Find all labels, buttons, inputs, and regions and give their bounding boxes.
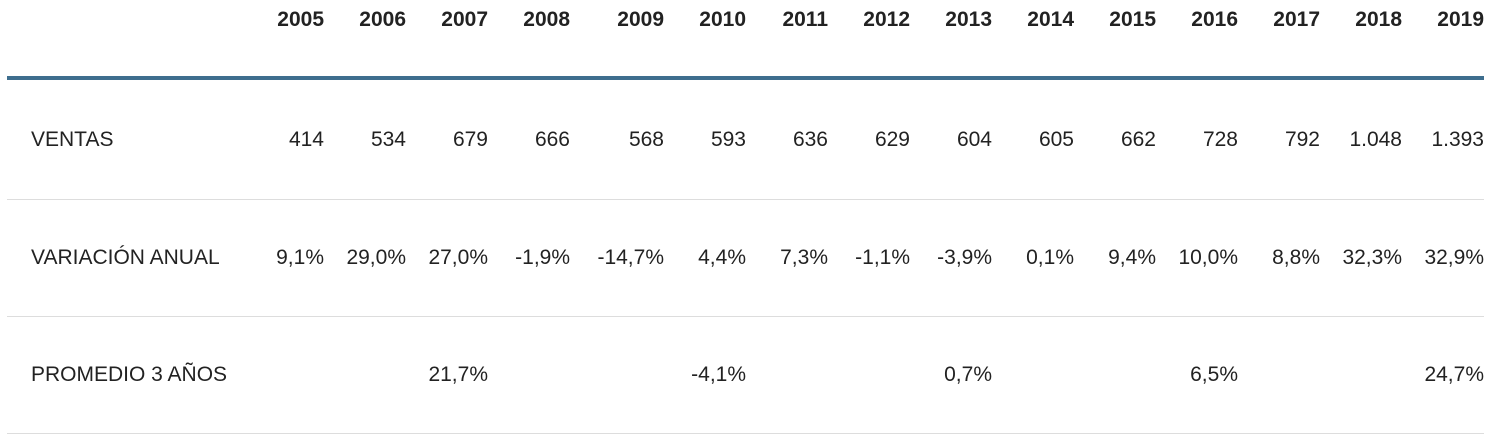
table-cell <box>488 316 570 434</box>
year-header: 2011 <box>746 0 828 80</box>
table-cell: 6,5% <box>1156 316 1238 434</box>
year-header: 2012 <box>828 0 910 80</box>
table-cell: 662 <box>1074 78 1156 200</box>
table-cell: 1.048 <box>1320 78 1402 200</box>
table-cell <box>746 316 828 434</box>
corner-header <box>7 0 242 80</box>
header-row: 2005 2006 2007 2008 2009 2010 2011 2012 … <box>7 0 1484 80</box>
year-header: 2016 <box>1156 0 1238 80</box>
table-cell <box>1074 316 1156 434</box>
table-cell: 593 <box>664 78 746 200</box>
table-cell <box>828 316 910 434</box>
table-row-promedio-3-anos: PROMEDIO 3 AÑOS 21,7% -4,1% 0,7% 6,5% 24… <box>7 316 1484 434</box>
table-cell: -14,7% <box>570 199 664 317</box>
table-cell: 27,0% <box>406 199 488 317</box>
table-cell: 679 <box>406 78 488 200</box>
table-cell: 10,0% <box>1156 199 1238 317</box>
table-cell: 629 <box>828 78 910 200</box>
table-cell: 666 <box>488 78 570 200</box>
year-header: 2009 <box>570 0 664 80</box>
table-cell <box>1320 316 1402 434</box>
year-header: 2008 <box>488 0 570 80</box>
table-row-variacion-anual: VARIACIÓN ANUAL 9,1% 29,0% 27,0% -1,9% -… <box>7 199 1484 317</box>
table-cell: 604 <box>910 78 992 200</box>
year-header: 2013 <box>910 0 992 80</box>
table-cell: 0,1% <box>992 199 1074 317</box>
table-cell: 636 <box>746 78 828 200</box>
sales-table: 2005 2006 2007 2008 2009 2010 2011 2012 … <box>7 0 1484 434</box>
year-header: 2010 <box>664 0 746 80</box>
table-cell: -4,1% <box>664 316 746 434</box>
row-label: VENTAS <box>7 78 242 200</box>
year-header: 2006 <box>324 0 406 80</box>
year-header: 2015 <box>1074 0 1156 80</box>
table-cell: 29,0% <box>324 199 406 317</box>
table-cell: 8,8% <box>1238 199 1320 317</box>
table-cell <box>324 316 406 434</box>
table-cell <box>242 316 324 434</box>
table-cell <box>992 316 1074 434</box>
year-header: 2007 <box>406 0 488 80</box>
table-cell: 605 <box>992 78 1074 200</box>
year-header: 2019 <box>1402 0 1484 80</box>
table-cell: 1.393 <box>1402 78 1484 200</box>
table-cell: -3,9% <box>910 199 992 317</box>
table-cell: 32,9% <box>1402 199 1484 317</box>
table-cell: 24,7% <box>1402 316 1484 434</box>
table-cell <box>570 316 664 434</box>
table-cell: 568 <box>570 78 664 200</box>
table-cell: 414 <box>242 78 324 200</box>
table-cell: 7,3% <box>746 199 828 317</box>
table-cell: 0,7% <box>910 316 992 434</box>
row-label: PROMEDIO 3 AÑOS <box>7 316 242 434</box>
table-cell: 32,3% <box>1320 199 1402 317</box>
table-cell <box>1238 316 1320 434</box>
table-cell: 728 <box>1156 78 1238 200</box>
table-cell: 9,1% <box>242 199 324 317</box>
table-cell: 792 <box>1238 78 1320 200</box>
row-label: VARIACIÓN ANUAL <box>7 199 242 317</box>
year-header: 2017 <box>1238 0 1320 80</box>
year-header: 2014 <box>992 0 1074 80</box>
table-cell: 21,7% <box>406 316 488 434</box>
year-header: 2018 <box>1320 0 1402 80</box>
table-cell: -1,9% <box>488 199 570 317</box>
table-cell: 4,4% <box>664 199 746 317</box>
table-cell: 9,4% <box>1074 199 1156 317</box>
table-cell: -1,1% <box>828 199 910 317</box>
table-cell: 534 <box>324 78 406 200</box>
year-header: 2005 <box>242 0 324 80</box>
table-row-ventas: VENTAS 414 534 679 666 568 593 636 629 6… <box>7 78 1484 200</box>
